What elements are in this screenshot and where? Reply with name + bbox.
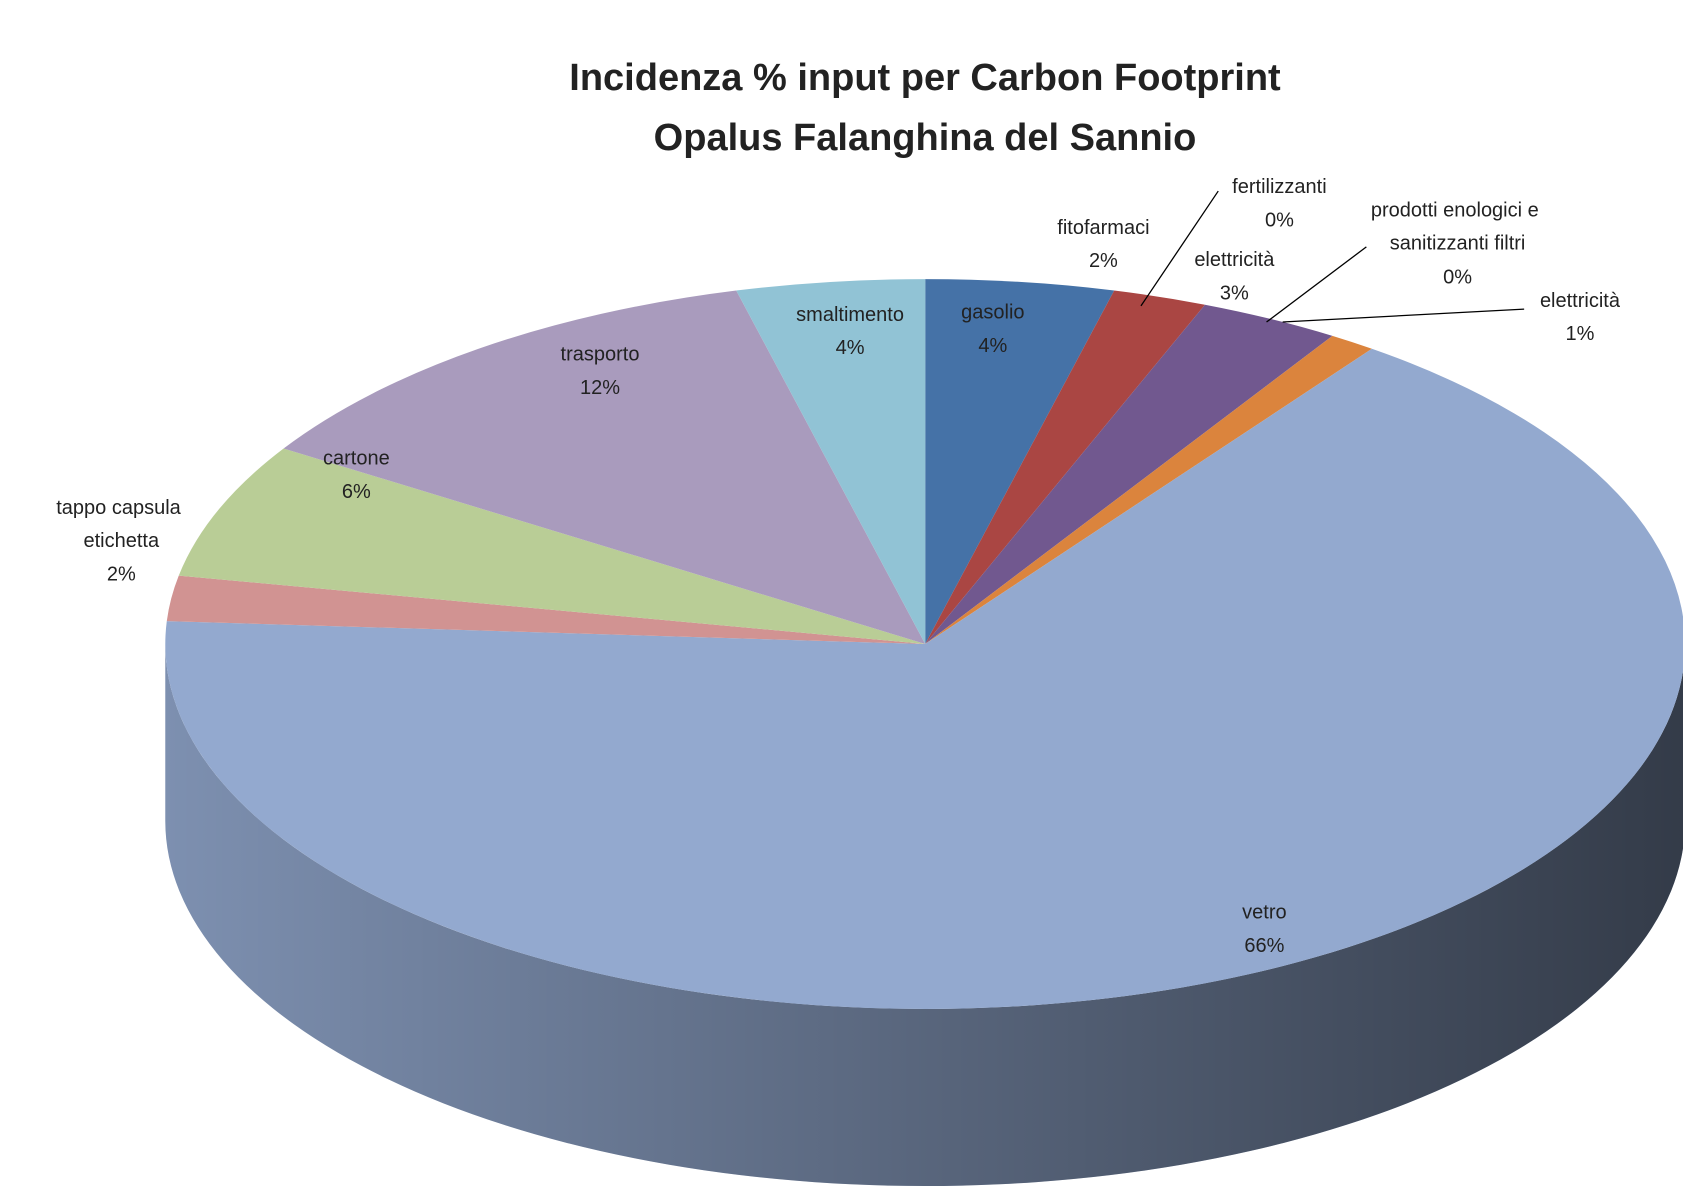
data-label-value: 12%: [580, 377, 620, 399]
slice: [925, 335, 1372, 645]
data-label-value: 4%: [836, 337, 865, 359]
data-label-name: vetro: [1242, 902, 1286, 924]
slice: [925, 279, 1115, 645]
leader-line: [1266, 246, 1367, 323]
data-label-value: 0%: [1265, 209, 1294, 231]
slice: [736, 279, 926, 645]
slice: [925, 304, 1333, 645]
data-label-name: trasporto: [561, 344, 640, 366]
data-label-name: smaltimento: [796, 304, 904, 326]
data-label-name: cartone: [323, 448, 390, 470]
data-label-name: tappo capsula etichetta: [56, 497, 186, 552]
pie-sides: [165, 644, 1683, 1187]
data-label-value: 2%: [1089, 250, 1118, 272]
data-label-value: 1%: [1566, 323, 1595, 345]
data-label-value: 4%: [978, 335, 1007, 357]
slice: [165, 348, 1683, 1009]
leader-line: [1140, 190, 1219, 307]
slice: [166, 575, 926, 645]
chart-title: Incidenza % input per Carbon Footprint: [569, 57, 1281, 99]
data-label-value: 0%: [1443, 266, 1472, 288]
slice: [283, 290, 926, 645]
data-label-value: 6%: [342, 481, 371, 503]
data-label-value: 2%: [107, 564, 136, 586]
slice-side-shade: [165, 644, 1683, 1187]
data-label-name: prodotti enologici e sanitizzanti filtri: [1371, 200, 1544, 255]
data-label-name: elettricità: [1194, 249, 1275, 271]
slice: [925, 290, 1205, 645]
slice: [178, 448, 926, 645]
data-label-value: 66%: [1244, 935, 1284, 957]
chart-subtitle: Opalus Falanghina del Sannio: [654, 117, 1197, 159]
data-label-name: elettricità: [1540, 290, 1621, 312]
data-label-name: fitofarmaci: [1057, 217, 1149, 239]
leader-line: [1282, 308, 1525, 323]
data-label-name: fertilizzanti: [1232, 176, 1326, 198]
data-label-name: gasolio: [961, 302, 1024, 324]
data-label-value: 3%: [1220, 282, 1249, 304]
